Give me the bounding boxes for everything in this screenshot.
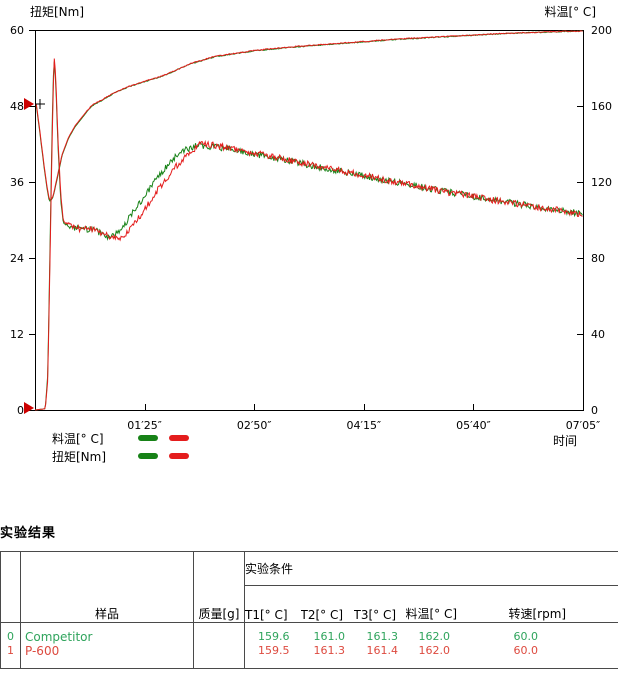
chart-legend: 料温[° C] 扭矩[Nm] [52, 429, 200, 465]
rheometer-chart: 0 12 24 36 48 60 0 40 80 120 160 200 01′25″ 02′50″ 04′… [10, 24, 612, 432]
left-axis-title: 扭矩[Nm] [30, 5, 85, 19]
axis-marker-triangle [24, 98, 34, 110]
series-line-3 [34, 58, 583, 411]
left-tick-label: 36 [10, 176, 24, 189]
right-tick-label: 120 [591, 176, 612, 189]
x-tick-label: 02′50″ [237, 419, 272, 432]
header-index [0, 551, 21, 623]
row0-sample: Competitor [25, 630, 93, 644]
x-tick-label: 05′40″ [456, 419, 491, 432]
table-header-row-sub: T1[° C] T2[° C] T3[° C] 料温[° C] 转速[rpm] [1, 585, 618, 623]
results-heading: 实验结果 [0, 526, 57, 541]
row1-t3: 161.4 [366, 644, 399, 657]
row1-t1: 159.5 [258, 644, 290, 657]
legend-label-torque: 扭矩[Nm] [52, 449, 107, 464]
plot-frame [35, 30, 584, 411]
legend-chip-red [169, 435, 189, 441]
right-tick-label: 200 [591, 24, 612, 37]
right-tick-label: 0 [591, 404, 598, 417]
header-speed: 转速[rpm] [500, 585, 618, 623]
header-t3: T3[° C] [353, 585, 406, 623]
header-mat-temp: 料温[° C] [405, 585, 501, 623]
row0-t1: 159.6 [258, 630, 290, 643]
row0-index: 0 [7, 630, 14, 643]
row0-t2: 161.0 [313, 630, 346, 643]
axis-marker-triangle [24, 402, 34, 414]
legend-chip-red [169, 453, 189, 459]
right-tick-label: 80 [591, 252, 605, 265]
x-tick-label: 07′05″ [566, 419, 601, 432]
row0-t3: 161.3 [366, 630, 399, 643]
row1-mat-temp: 162.0 [418, 644, 451, 657]
row0-mat-temp: 162.0 [418, 630, 451, 643]
series-line-2 [34, 61, 583, 411]
cell-speed: 60.0 60.0 [500, 622, 618, 669]
right-tick-label: 160 [591, 100, 612, 113]
left-tick-label: 24 [10, 252, 24, 265]
row1-speed: 60.0 [513, 644, 539, 657]
header-mass: 质量[g] [193, 551, 245, 623]
cell-mat-temp: 162.0 162.0 [405, 622, 501, 669]
left-tick-label: 12 [10, 328, 24, 341]
header-t1: T1[° C] [244, 585, 301, 623]
table-data-rows: 0 1 Competitor P-600 159.6 159.5 161.0 1… [0, 622, 618, 669]
x-tick-label: 01′25″ [127, 419, 162, 432]
x-axis-title: 时间 [553, 434, 578, 448]
header-conditions: 实验条件 [244, 551, 618, 586]
legend-label-temperature: 料温[° C] [52, 431, 104, 446]
left-tick-label: 60 [10, 24, 24, 37]
row1-index: 1 [7, 644, 14, 657]
row0-speed: 60.0 [513, 630, 539, 643]
x-tick-label: 04′15″ [346, 419, 381, 432]
right-tick-label: 40 [591, 328, 605, 341]
left-tick-label: 0 [17, 404, 24, 417]
header-sample: 样品 [20, 551, 194, 623]
right-axis-title: 料温[° C] [544, 5, 596, 19]
legend-chip-green [138, 453, 158, 459]
series-line-1 [35, 30, 583, 201]
series-line-0 [35, 30, 583, 202]
cell-index: 0 1 [0, 622, 21, 669]
cell-sample: Competitor P-600 [20, 622, 194, 669]
legend-chip-green [138, 435, 158, 441]
header-t2: T2[° C] [300, 585, 354, 623]
cell-mass [193, 622, 245, 669]
cell-t1: 159.6 159.5 [244, 622, 301, 669]
table-header-row-top: 样品 质量[g] 实验条件 [0, 551, 618, 623]
left-tick-label: 48 [10, 100, 24, 113]
row1-sample: P-600 [25, 644, 60, 658]
legend-row-torque: 扭矩[Nm] [52, 447, 200, 465]
cell-t2: 161.0 161.3 [300, 622, 354, 669]
row1-t2: 161.3 [313, 644, 346, 657]
results-table: 样品 质量[g] 实验条件 T1[° C] T2[° C] T3[° C] 料温… [0, 551, 618, 669]
cell-t3: 161.3 161.4 [353, 622, 406, 669]
legend-row-temperature: 料温[° C] [52, 429, 200, 447]
